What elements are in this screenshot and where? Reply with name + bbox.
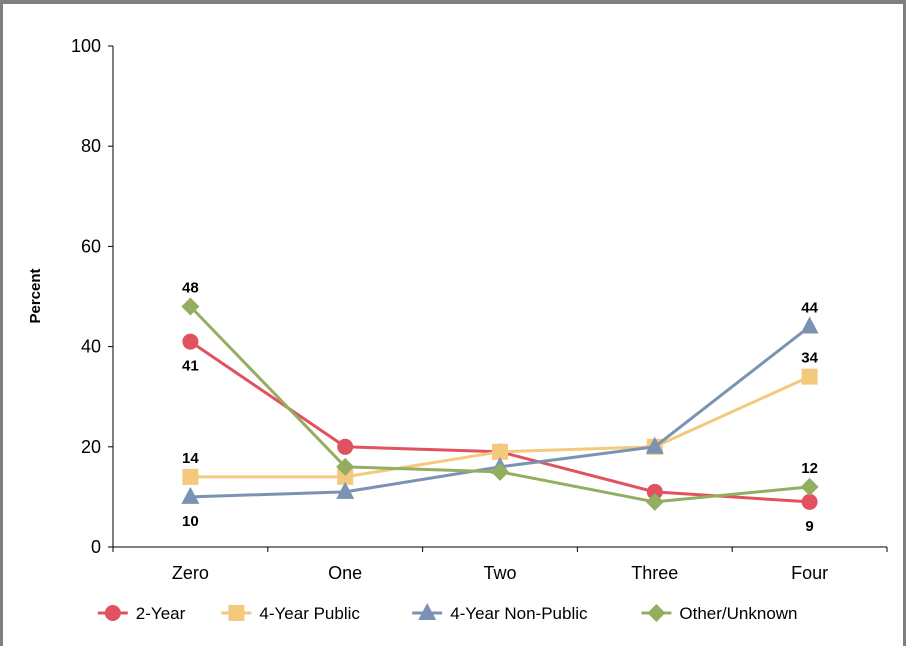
data-label: 9 [805,518,813,535]
data-point [336,457,355,476]
legend-label: 4-Year Non-Public [450,604,588,623]
data-point [801,368,818,385]
y-tick-label: 80 [81,136,101,156]
legend-marker [228,605,245,621]
legend-label: 4-Year Public [259,604,360,623]
legend: 2-Year 4-Year Public 4-Year Non-Public Othe… [97,603,798,623]
data-point [645,436,664,454]
y-tick-label: 20 [81,437,101,457]
data-label: 10 [182,513,199,530]
data-point [337,468,354,485]
data-point [181,486,200,504]
legend-label: 2-Year [136,604,186,623]
y-axis-label: Percent [27,268,44,323]
data-point [645,492,664,511]
data-point [801,493,818,510]
series-0 [182,333,818,510]
legend-marker [418,603,437,620]
data-label: 41 [182,358,199,375]
data-point [337,438,354,455]
data-label: 48 [182,280,199,297]
legend-label: Other/Unknown [679,604,797,623]
legend-item: Other/Unknown [641,604,798,623]
data-label: 12 [801,460,818,477]
data-point [336,481,355,499]
data-point [800,477,819,496]
x-tick-label: Two [483,563,516,583]
data-labels: 48 41 14 10 44 34 12 9 [182,280,819,535]
data-label: 14 [182,450,199,467]
series-3 [181,297,819,511]
y-tick-label: 40 [81,337,101,357]
x-tick-label: Zero [172,563,209,583]
axes: 0 20 40 60 80 100 Zero One Two Three Four [71,36,888,583]
x-tick-label: One [328,563,362,583]
legend-item: 2-Year [97,604,186,623]
x-tick-label: Four [791,563,828,583]
series-1 [182,368,818,485]
legend-item: 4-Year Non-Public [412,603,588,623]
data-point [182,468,199,485]
data-point [646,483,663,500]
data-point [182,333,199,350]
legend-marker [104,605,121,621]
chart-frame: 0 20 40 60 80 100 Zero One Two Three Four Percent … [3,4,903,646]
data-point [181,297,200,316]
data-point [492,443,508,460]
data-label: 44 [801,300,818,317]
x-tick-label: Three [631,563,678,583]
series-layer [181,297,819,511]
y-tick-label: 60 [81,236,101,256]
legend-marker [647,604,666,622]
y-tick-label: 100 [71,36,101,56]
data-point [491,462,509,481]
data-point [800,316,819,334]
data-label: 34 [801,350,818,367]
legend-item: 4-Year Public [221,604,360,623]
y-tick-label: 0 [91,537,101,557]
